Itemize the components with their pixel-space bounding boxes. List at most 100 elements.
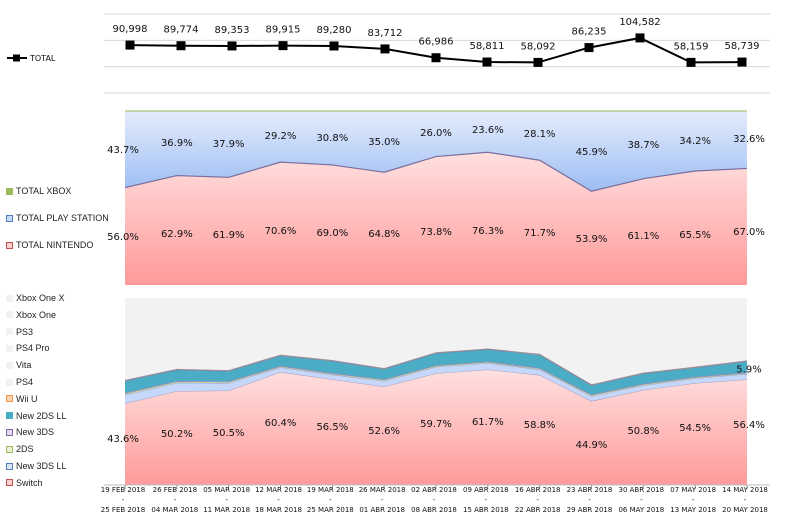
legend-label: New 2DS LL <box>16 410 67 421</box>
legend-swatch-icon <box>6 428 13 436</box>
legend-swatch-icon <box>6 241 13 249</box>
playstation-pct-label: 34.2% <box>679 136 711 147</box>
x-label-end: 06 MAY 2018 <box>618 506 664 514</box>
legend-swatch-icon <box>6 395 13 403</box>
area-total-nintendo <box>125 152 747 285</box>
total-data-label: 58,159 <box>674 41 709 52</box>
playstation-pct-label: 43.7% <box>107 145 139 156</box>
legend-item-ps4-pro: PS4 Pro <box>6 343 50 353</box>
legend-swatch-icon <box>6 378 13 386</box>
nintendo-pct-label: 67.0% <box>733 227 765 238</box>
x-label-end: 01 ABR 2018 <box>359 506 405 514</box>
x-label-end: 29 ABR 2018 <box>567 506 613 514</box>
total-marker <box>482 57 492 67</box>
legend-item-wii-u: Wii U <box>6 394 38 404</box>
total-data-label: 58,739 <box>725 41 760 52</box>
x-label-start: 19 MAR 2018 <box>307 486 354 494</box>
legend-label: TOTAL NINTENDO <box>16 240 94 250</box>
legend-swatch-icon <box>6 214 13 222</box>
playstation-pct-label: 26.0% <box>420 128 452 139</box>
x-label-separator: - <box>225 496 228 504</box>
legend-swatch-icon <box>6 462 13 470</box>
legend-total-label: TOTAL <box>29 54 56 63</box>
playstation-pct-label: 29.2% <box>265 131 297 142</box>
legend-item-switch: Switch <box>6 478 43 488</box>
x-label-end: 20 MAY 2018 <box>722 506 768 514</box>
switch-pct-label: 44.9% <box>576 440 608 451</box>
x-label-end: 13 MAY 2018 <box>670 506 716 514</box>
legend-swatch-icon <box>6 479 13 487</box>
x-label-start: 16 ABR 2018 <box>515 486 561 494</box>
switch-pct-label: 59.7% <box>420 419 452 430</box>
nintendo-pct-label: 70.6% <box>265 226 297 237</box>
x-label-separator: - <box>640 496 643 504</box>
x-label-start: 19 FEB 2018 <box>101 486 145 494</box>
legend-label: New 3DS LL <box>16 461 67 471</box>
total-marker <box>329 41 339 51</box>
x-label-separator: - <box>485 496 488 504</box>
legend-label: New 3DS <box>16 427 55 438</box>
x-label-end: 15 ABR 2018 <box>463 506 509 514</box>
nintendo-pct-label: 69.0% <box>316 228 348 239</box>
x-label-end: 18 MAR 2018 <box>255 506 302 514</box>
legend-item-ps3: PS3 <box>6 327 33 337</box>
x-label-end: 11 MAR 2018 <box>203 506 250 514</box>
total-marker <box>380 44 390 54</box>
total-data-label: 104,582 <box>619 17 660 28</box>
x-label-start: 30 ABR 2018 <box>619 486 665 494</box>
legend-swatch-icon <box>6 294 13 302</box>
legend-label: PS4 Pro <box>16 343 50 354</box>
legend-item-total-play-station: TOTAL PLAY STATION <box>6 213 109 223</box>
legend-item-new-2ds-ll: New 2DS LL <box>6 411 67 421</box>
legend-swatch-icon <box>6 344 13 352</box>
x-label-separator: - <box>744 496 747 504</box>
area-total-play-station <box>125 111 747 192</box>
x-label-end: 25 FEB 2018 <box>101 506 145 514</box>
x-label-start: 07 MAY 2018 <box>670 486 716 494</box>
legend-item-new-3ds-ll: New 3DS LL <box>6 461 67 471</box>
playstation-pct-label: 23.6% <box>472 125 504 136</box>
playstation-pct-label: 38.7% <box>627 140 659 151</box>
legend-swatch-icon <box>6 328 13 336</box>
nintendo-pct-label: 61.1% <box>627 231 659 242</box>
legend-label: Xbox One <box>16 309 57 320</box>
x-label-separator: - <box>536 496 539 504</box>
legend-swatch-icon <box>6 445 13 453</box>
x-label-start: 23 ABR 2018 <box>567 486 613 494</box>
nintendo-pct-label: 71.7% <box>524 228 556 239</box>
x-label-end: 04 MAR 2018 <box>151 506 198 514</box>
playstation-pct-label: 28.1% <box>524 129 556 140</box>
legend-label: TOTAL XBOX <box>16 186 72 196</box>
playstation-pct-label: 32.6% <box>733 134 765 145</box>
nintendo-pct-label: 64.8% <box>368 229 400 240</box>
x-label-separator: - <box>277 496 280 504</box>
playstation-pct-label: 36.9% <box>161 138 193 149</box>
x-label-separator: - <box>381 496 384 504</box>
x-label-separator: - <box>433 496 436 504</box>
x-label-start: 26 MAR 2018 <box>359 486 406 494</box>
x-label-start: 12 MAR 2018 <box>255 486 302 494</box>
area-new-3ds-ll <box>125 363 747 404</box>
total-data-label: 90,998 <box>113 24 148 35</box>
legend-item-new-3ds: New 3DS <box>6 427 54 437</box>
nintendo-pct-label: 53.9% <box>576 234 608 245</box>
area-new-2ds-ll <box>125 349 747 395</box>
area-edge <box>124 348 748 386</box>
legend-item-total-xbox: TOTAL XBOX <box>6 186 71 196</box>
legend-swatch-icon <box>6 412 13 420</box>
x-label-start: 05 MAR 2018 <box>203 486 250 494</box>
legend-item-ps4: PS4 <box>6 377 33 387</box>
x-label-start: 26 FEB 2018 <box>153 486 197 494</box>
switch-pct-label: 56.5% <box>316 422 348 433</box>
playstation-pct-label: 30.8% <box>316 133 348 144</box>
legend-label: Xbox One X <box>16 293 65 303</box>
x-label-separator: - <box>122 496 125 504</box>
legend-total-marker-icon <box>13 54 20 62</box>
total-marker <box>686 57 696 67</box>
nintendo-pct-label: 61.9% <box>213 230 245 241</box>
playstation-pct-label: 37.9% <box>213 139 245 150</box>
switch-pct-label: 61.7% <box>472 417 504 428</box>
total-marker <box>176 41 186 51</box>
